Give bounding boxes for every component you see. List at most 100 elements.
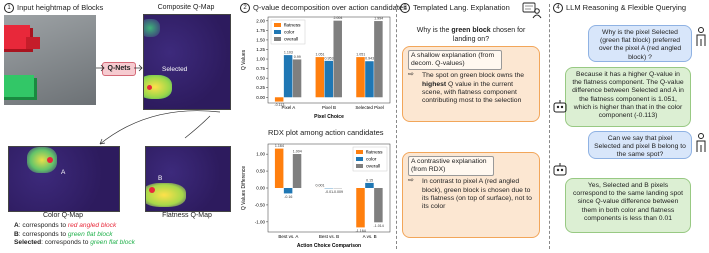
- plot-frame: [267, 143, 391, 233]
- x-tick-label: Pixel B: [322, 105, 336, 110]
- legend-text: : corresponds to: [18, 230, 68, 238]
- y-tick-label: 1.25: [256, 47, 265, 52]
- divider: [549, 4, 550, 249]
- shallow-box: A shallow explanation (from decom. Q-val…: [402, 46, 540, 122]
- robot-icon: [553, 163, 567, 176]
- y-tick-label: 0.00: [256, 95, 265, 100]
- value-label: -1.014: [374, 224, 384, 228]
- person-icon: [696, 133, 706, 152]
- value-label: 1.103: [284, 51, 293, 55]
- badge: 2: [240, 3, 250, 14]
- y-tick-label: 0.50: [256, 169, 265, 174]
- qnets-label: Q-Nets: [107, 65, 131, 72]
- x-tick-label: Selected Pixel: [355, 105, 384, 110]
- question-text: Why is the: [416, 27, 452, 34]
- robot-icon: [553, 100, 567, 113]
- arrow-icon: ⇨: [408, 177, 414, 185]
- divider: [396, 4, 397, 249]
- value-label: -0.16: [284, 195, 292, 199]
- value-label: 1.051: [356, 53, 365, 57]
- bar: [365, 61, 374, 98]
- question-emphasis: green block: [451, 27, 491, 34]
- bar: [356, 57, 365, 98]
- question: Why is the green block chosen for landin…: [405, 26, 537, 44]
- legend-line: A: corresponds to red angled block: [14, 222, 135, 231]
- value-label: 0.953: [325, 56, 334, 60]
- value-label: 1.051: [316, 53, 325, 57]
- value-label: -0.113: [274, 103, 284, 107]
- heading-text: Templated Lang. Explanation: [413, 3, 510, 12]
- panel2-heading: 2 Q-value decomposition over action candi…: [240, 3, 407, 14]
- llm-message: Yes, Selected and B pixels correspond to…: [565, 178, 691, 233]
- heading-text: Input heightmap of Blocks: [17, 3, 104, 12]
- bar: [374, 188, 383, 223]
- legend-text: : corresponds to: [18, 222, 68, 229]
- value-label: 0.15: [366, 178, 373, 182]
- legend-line: B: corresponds to green flat block: [14, 231, 135, 240]
- connector-arrows: [99, 110, 221, 145]
- box-body: ⇨ The spot on green block owns the highes…: [408, 71, 534, 105]
- y-tick-label: 0.75: [256, 66, 265, 71]
- value-label: 0.001: [316, 183, 325, 187]
- heat-blob: [144, 19, 160, 37]
- x-tick-label: Best vs. A: [278, 234, 298, 239]
- y-tick-label: 1.50: [256, 37, 265, 42]
- heading-text: Q-value decomposition over action candid…: [253, 3, 407, 12]
- legend-label: color: [366, 157, 377, 163]
- user-message: Why is the pixel Selected (green flat bl…: [588, 25, 692, 62]
- badge: 1: [4, 3, 14, 14]
- value-label: 0.99: [294, 55, 301, 59]
- x-tick-label: Best vs. B: [319, 234, 339, 239]
- bar: [374, 21, 383, 98]
- y-tick-label: 1.00: [256, 57, 265, 62]
- heightmap-image: [4, 15, 96, 105]
- y-axis-label: Q Values Difference: [241, 166, 247, 211]
- value-label: -0.01: [325, 190, 333, 194]
- arrow: [96, 64, 105, 72]
- value-label: 1.164: [275, 144, 284, 148]
- flatness-caption: Flatness Q-Map: [162, 212, 212, 219]
- badge: 3: [400, 3, 410, 14]
- x-axis-label: Pixel Choice: [314, 114, 344, 120]
- plot-frame: [267, 16, 391, 104]
- box-title: A contrastive explanation (from RDX): [408, 156, 494, 177]
- legend-label: overall: [284, 37, 298, 43]
- question-text: chosen for landing on?: [452, 27, 526, 43]
- llm-message: Because it has a higher Q-value in the f…: [565, 67, 691, 127]
- legend-label: flatness: [284, 23, 301, 29]
- legend-swatch: [356, 150, 363, 154]
- explainer-icon: [522, 2, 542, 19]
- legend-swatch: [274, 30, 281, 34]
- y-tick-label: 0.00: [256, 186, 265, 191]
- bar: [274, 148, 284, 188]
- y-tick-label: 1.75: [256, 28, 265, 33]
- user-message: Can we say that pixel Selected and pixel…: [588, 131, 692, 159]
- heading-text: LLM Reasoning & Flexible Querying: [566, 3, 687, 12]
- red-block: [4, 25, 30, 49]
- legend-key: B: [14, 230, 19, 238]
- legend-highlight: green flat block: [90, 239, 135, 246]
- legend-key: A: [14, 222, 19, 229]
- legend-label: overall: [366, 164, 380, 170]
- arrow-icon: ⇨: [408, 71, 414, 79]
- value-label: -1.164: [356, 229, 366, 233]
- bar: [283, 188, 293, 194]
- badge: 4: [553, 3, 563, 14]
- bar: [365, 182, 374, 188]
- legend-swatch: [356, 157, 363, 161]
- qnets-box: Q-Nets: [102, 62, 136, 76]
- legend-label: flatness: [366, 150, 383, 156]
- legend-swatch: [274, 23, 281, 27]
- x-tick-label: A vs. B: [363, 234, 377, 239]
- y-tick-label: -1.00: [255, 219, 266, 224]
- panel1-legend: A: corresponds to red angled block B: co…: [14, 222, 135, 248]
- y-tick-label: 2.00: [256, 18, 265, 23]
- y-tick-label: 1.00: [256, 152, 265, 157]
- panel4-heading: 4 LLM Reasoning & Flexible Querying: [553, 3, 687, 14]
- bar: [315, 57, 325, 98]
- q-value-chart: 0.00 0.25 0.50 0.75 1.00 1.25 1.50 1.75 2.00 Pixe…: [241, 16, 391, 120]
- legend-swatch: [274, 37, 281, 41]
- box-text: Q value in the current scene, with flatn…: [422, 80, 522, 105]
- b-dot: [149, 187, 155, 193]
- legend-key: Selected: [14, 239, 42, 246]
